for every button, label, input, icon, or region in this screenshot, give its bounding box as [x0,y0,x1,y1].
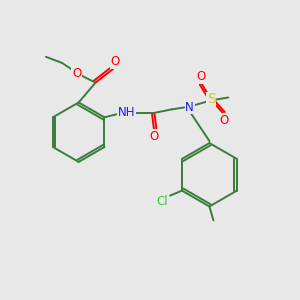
Text: N: N [185,101,194,114]
Text: O: O [111,55,120,68]
Text: NH: NH [118,106,135,119]
Text: Cl: Cl [156,195,168,208]
Text: O: O [149,130,159,142]
Text: S: S [207,92,216,106]
Text: O: O [220,114,229,127]
Text: O: O [72,67,81,80]
Text: O: O [196,70,205,83]
